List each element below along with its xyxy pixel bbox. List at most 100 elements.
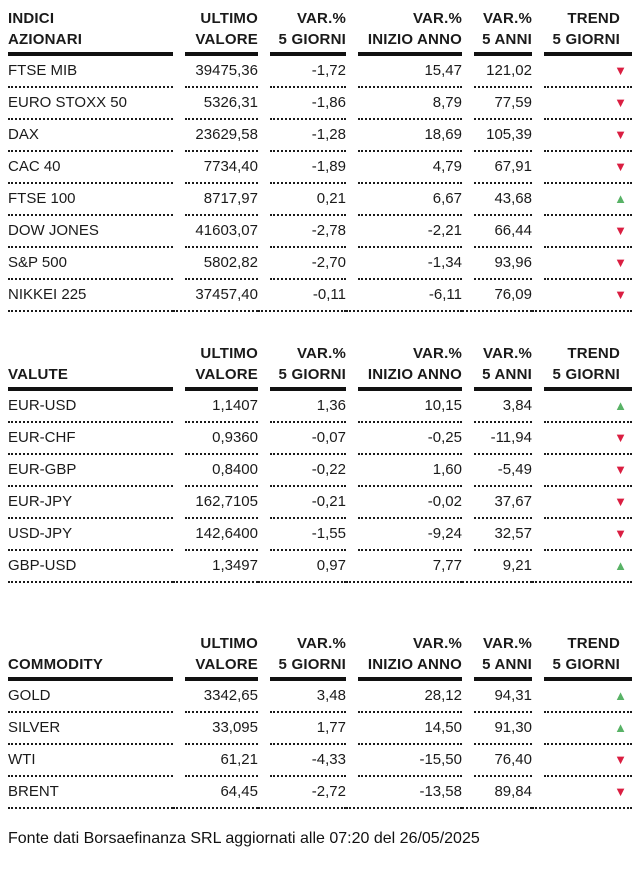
header-line-1: INDICI <box>8 10 55 27</box>
trend-down-icon: ▼ <box>614 63 627 78</box>
table-title-valute: VALUTE <box>8 343 173 391</box>
chg-5d-cell: -1,28 <box>258 120 346 152</box>
table-row: EUR-USD 1,1407 1,36 10,15 3,84 ▲ <box>8 391 632 423</box>
chg-ytd-cell: 10,15 <box>346 391 462 423</box>
header-line-2: INIZIO ANNO <box>367 656 462 673</box>
table-title-commodity: COMMODITY <box>8 633 173 681</box>
header-line-1: VAR.% <box>296 10 346 27</box>
trend-down-icon: ▼ <box>614 494 627 509</box>
last-value-cell: 37457,40 <box>195 286 258 303</box>
last-value-cell: 1,1407 <box>173 391 258 423</box>
trend-cell: ▼ <box>532 280 632 311</box>
chg-5y-cell: 89,84 <box>494 783 532 800</box>
chg-5y-cell: 66,44 <box>462 216 532 248</box>
instrument-label: USD-JPY <box>8 519 173 551</box>
chg-5d-cell: -0,21 <box>258 487 346 519</box>
trend-cell: ▲ <box>532 391 632 423</box>
trend-down-icon: ▼ <box>614 223 627 238</box>
instrument-label: BRENT <box>8 783 59 800</box>
chg-5y-cell: -11,94 <box>462 423 532 455</box>
table-row: DOW JONES 41603,07 -2,78 -2,21 66,44 ▼ <box>8 216 632 248</box>
col-header-5-giorni: TREND 5 GIORNI <box>532 343 632 391</box>
chg-5d-cell: -2,70 <box>258 248 346 280</box>
last-value-cell: 8717,97 <box>173 184 258 216</box>
instrument-label: WTI <box>8 745 173 777</box>
header-line-1: TREND <box>567 635 620 652</box>
last-value-cell: 3342,65 <box>173 681 258 713</box>
trend-down-icon: ▼ <box>614 430 627 445</box>
header-line-2: VALUTE <box>8 366 69 383</box>
last-value-cell: 0,8400 <box>173 455 258 487</box>
table-row: WTI 61,21 -4,33 -15,50 76,40 ▼ <box>8 745 632 777</box>
chg-5y-cell: 32,57 <box>462 519 532 551</box>
header-line-2: AZIONARI <box>8 31 83 48</box>
header-line-2: INIZIO ANNO <box>367 366 462 383</box>
trend-down-icon: ▼ <box>614 95 627 110</box>
header-line-2: COMMODITY <box>8 656 104 673</box>
chg-5y-cell: 67,91 <box>462 152 532 184</box>
col-header-5-anni: VAR.% 5 ANNI <box>462 8 532 56</box>
trend-cell: ▼ <box>532 455 632 487</box>
table-row: BRENT 64,45 -2,72 -13,58 89,84 ▼ <box>8 777 632 808</box>
last-value-cell: 5326,31 <box>173 88 258 120</box>
header-line-1: VAR.% <box>412 635 462 652</box>
header-line-2: 5 ANNI <box>482 366 532 383</box>
commodity-table: COMMODITY ULTIMO VALORE VAR.% 5 GIORNI VAR.% I… <box>8 633 632 809</box>
header-row: VALUTE ULTIMO VALORE VAR.% 5 GIORNI VAR.% INIZ… <box>8 343 632 391</box>
chg-ytd-cell: 28,12 <box>346 681 462 713</box>
header-line-2: 5 GIORNI <box>552 366 620 383</box>
chg-5d-cell: -0,22 <box>258 455 346 487</box>
valute-table: VALUTE ULTIMO VALORE VAR.% 5 GIORNI VAR.% INIZ… <box>8 343 632 583</box>
trend-cell: ▲ <box>532 551 632 582</box>
chg-5d-cell: 3,48 <box>258 681 346 713</box>
trend-cell: ▼ <box>532 56 632 88</box>
col-header-inizio-anno: VAR.% INIZIO ANNO <box>346 633 462 681</box>
chg-5d-cell: -1,72 <box>258 56 346 88</box>
header-row: COMMODITY ULTIMO VALORE VAR.% 5 GIORNI VAR.% I… <box>8 633 632 681</box>
chg-5y-cell: 105,39 <box>462 120 532 152</box>
chg-5d-cell: -0,11 <box>312 286 346 303</box>
trend-cell: ▼ <box>532 216 632 248</box>
market-report: INDICI AZIONARI ULTIMO VALORE VAR.% 5 GIORNI V… <box>8 8 632 847</box>
header-row: INDICI AZIONARI ULTIMO VALORE VAR.% 5 GIORNI V… <box>8 8 632 56</box>
instrument-label: NIKKEI 225 <box>8 286 87 303</box>
chg-5d-cell: -2,78 <box>258 216 346 248</box>
trend-down-icon: ▼ <box>614 526 627 541</box>
header-line-1: ULTIMO <box>200 10 258 27</box>
col-header-5-anni: VAR.% 5 ANNI <box>462 343 532 391</box>
header-line-2: VALORE <box>195 31 258 48</box>
table-title-indici-azionari: INDICI AZIONARI <box>8 8 173 56</box>
data-source-footer: Fonte dati Borsaefinanza SRL aggiornati … <box>8 830 480 847</box>
chg-ytd-cell: 14,50 <box>346 713 462 745</box>
chg-5y-cell: 93,96 <box>462 248 532 280</box>
chg-5d-cell: -0,07 <box>258 423 346 455</box>
trend-down-icon: ▼ <box>614 784 627 799</box>
table-row: EUR-GBP 0,8400 -0,22 1,60 -5,49 ▼ <box>8 455 632 487</box>
trend-down-icon: ▼ <box>614 159 627 174</box>
table-row: GOLD 3342,65 3,48 28,12 94,31 ▲ <box>8 681 632 713</box>
header-line-1: VAR.% <box>482 635 532 652</box>
instrument-label: EUR-CHF <box>8 423 173 455</box>
last-value-cell: 39475,36 <box>173 56 258 88</box>
header-line-2: 5 ANNI <box>482 31 532 48</box>
last-value-cell: 33,095 <box>173 713 258 745</box>
header-line-2: 5 GIORNI <box>552 656 620 673</box>
chg-5d-cell: 1,77 <box>258 713 346 745</box>
chg-5y-cell: 94,31 <box>462 681 532 713</box>
last-value-cell: 23629,58 <box>173 120 258 152</box>
chg-ytd-cell: -1,34 <box>346 248 462 280</box>
trend-down-icon: ▼ <box>614 462 627 477</box>
trend-cell: ▼ <box>532 120 632 152</box>
chg-ytd-cell: -0,02 <box>346 487 462 519</box>
trend-cell: ▼ <box>532 152 632 184</box>
trend-cell: ▼ <box>532 248 632 280</box>
chg-ytd-cell: -0,25 <box>346 423 462 455</box>
instrument-label: EURO STOXX 50 <box>8 88 173 120</box>
table-row: SILVER 33,095 1,77 14,50 91,30 ▲ <box>8 713 632 745</box>
last-value-cell: 61,21 <box>173 745 258 777</box>
header-line-1: VAR.% <box>482 10 532 27</box>
chg-5y-cell: 76,09 <box>494 286 532 303</box>
last-value-cell: 5802,82 <box>173 248 258 280</box>
chg-5d-cell: -1,55 <box>258 519 346 551</box>
header-line-2: VALORE <box>195 656 258 673</box>
